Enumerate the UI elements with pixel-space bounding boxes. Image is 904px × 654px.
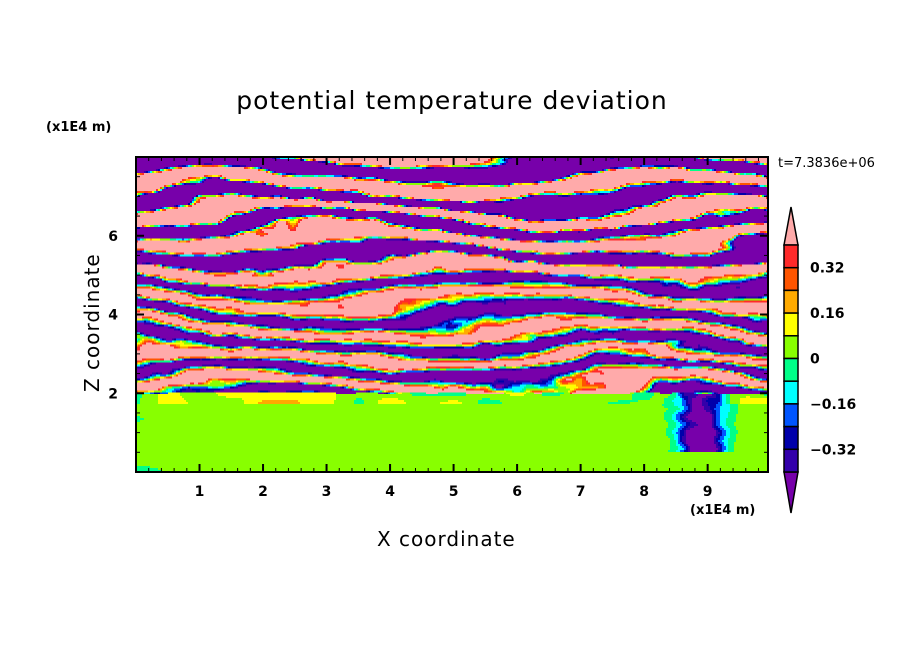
colorbar-label: 0.16: [810, 306, 845, 322]
x-tick-label: 9: [703, 484, 713, 500]
y-tick-label: 2: [108, 386, 118, 402]
x-tick-label: 4: [385, 484, 395, 500]
x-tick-label: 2: [258, 484, 268, 500]
colorbar-label: 0.32: [810, 261, 845, 277]
colorbar-swatch: [783, 357, 799, 382]
colorbar-over-triangle: [783, 206, 799, 246]
x-axis-label: X coordinate: [377, 527, 516, 551]
chart-title: potential temperature deviation: [236, 86, 668, 115]
colorbar-label: 0: [810, 352, 820, 368]
y-tick-label: 4: [108, 308, 118, 324]
x-unit-label: (x1E4 m): [690, 503, 756, 518]
colorbar-swatch: [783, 448, 799, 473]
x-tick-label: 3: [322, 484, 332, 500]
time-annotation: t=7.3836e+06: [778, 156, 875, 171]
colorbar-label: −0.16: [810, 397, 856, 413]
colorbar-swatch: [783, 266, 799, 292]
colorbar-swatch: [783, 335, 799, 360]
colorbar-swatch: [783, 380, 799, 405]
x-tick-label: 6: [512, 484, 522, 500]
x-tick-label: 5: [449, 484, 459, 500]
colorbar-label: −0.32: [810, 442, 856, 458]
colorbar-swatch: [783, 403, 799, 428]
x-tick-label: 1: [195, 484, 205, 500]
plot-frame: [135, 156, 769, 473]
colorbar-under-triangle: [783, 471, 799, 514]
colorbar-swatch: [783, 289, 799, 314]
colorbar-swatch: [783, 312, 799, 337]
y-tick-label: 6: [108, 229, 118, 245]
x-tick-label: 7: [576, 484, 586, 500]
colorbar-swatch: [783, 425, 799, 451]
x-tick-label: 8: [639, 484, 649, 500]
contour-field: [136, 157, 768, 472]
colorbar-swatch: [783, 244, 799, 269]
y-unit-label: (x1E4 m): [46, 120, 112, 135]
